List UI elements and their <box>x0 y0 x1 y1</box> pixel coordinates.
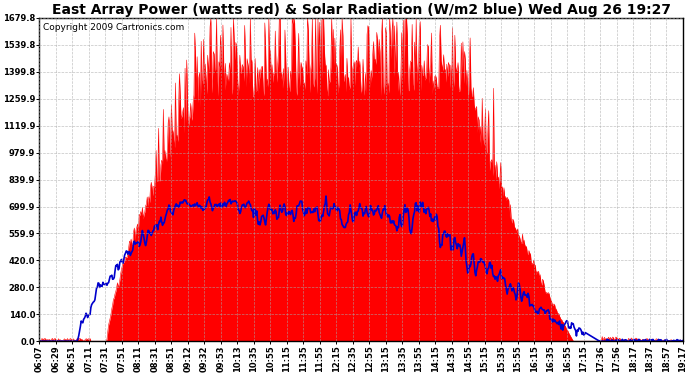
Text: Copyright 2009 Cartronics.com: Copyright 2009 Cartronics.com <box>43 23 184 32</box>
Title: East Array Power (watts red) & Solar Radiation (W/m2 blue) Wed Aug 26 19:27: East Array Power (watts red) & Solar Rad… <box>52 3 671 17</box>
